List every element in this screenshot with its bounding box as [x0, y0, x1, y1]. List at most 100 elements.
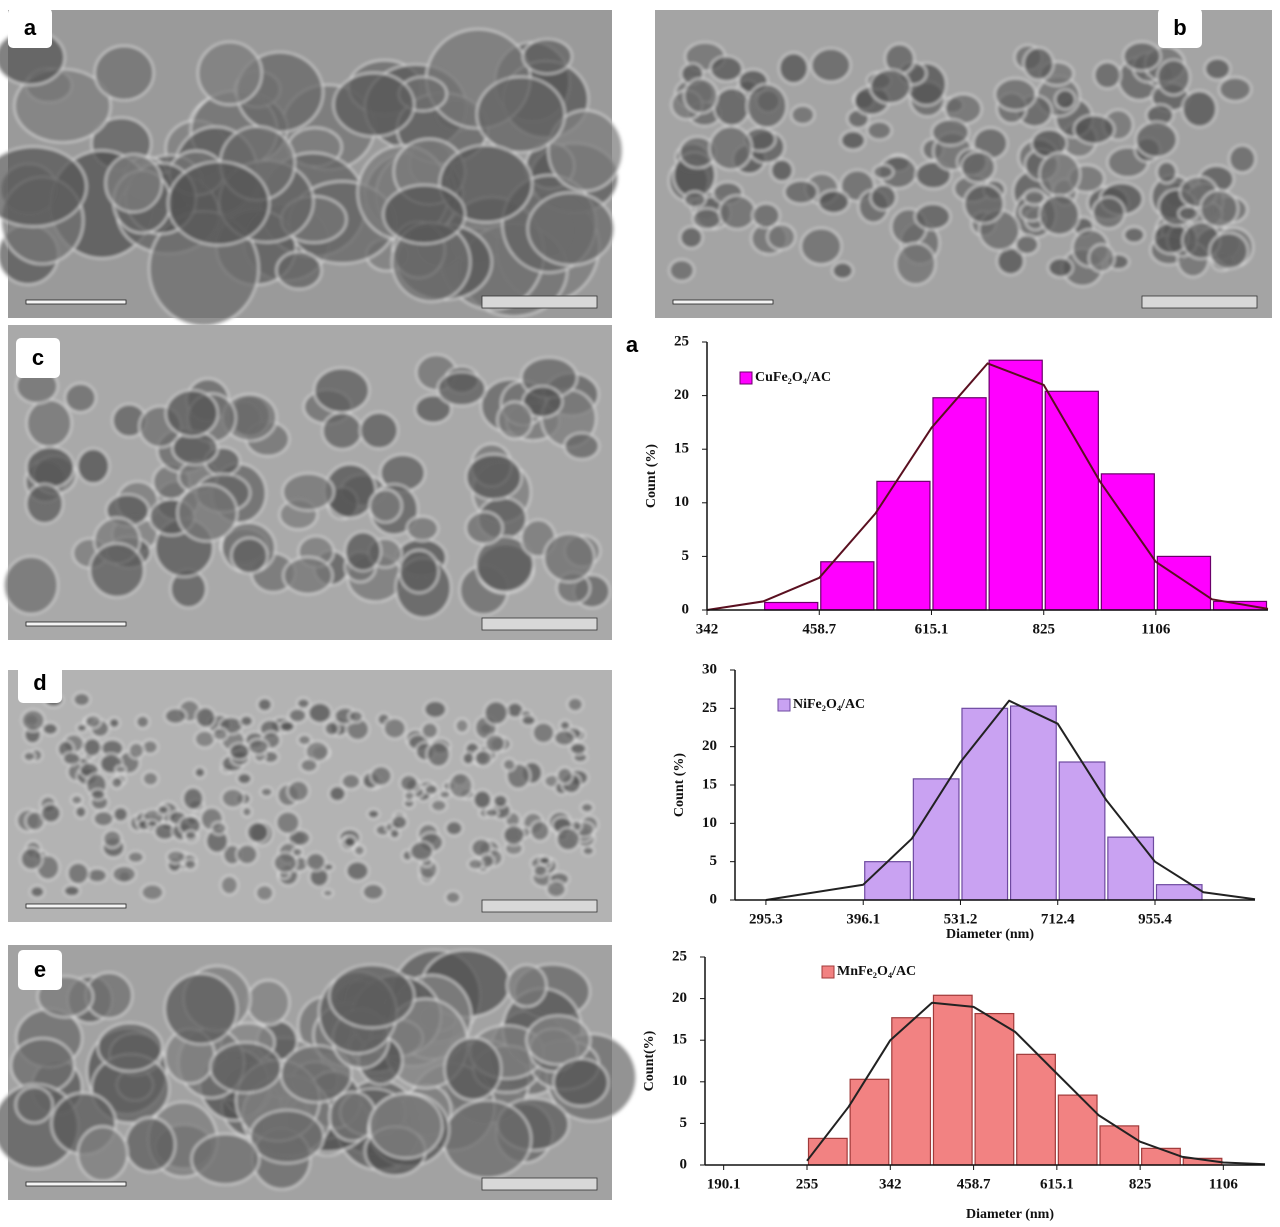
particle [1204, 57, 1232, 81]
legend-swatch [739, 371, 753, 385]
particle [492, 793, 509, 809]
x-tick-label: 190.1 [707, 1176, 741, 1192]
particle [282, 472, 335, 512]
particle [230, 537, 269, 575]
particle [426, 741, 451, 768]
particle [543, 532, 595, 583]
legend-label: NiFe₂O₄/AC [793, 697, 865, 712]
particle [291, 846, 304, 858]
scale-info [481, 617, 598, 631]
bar [988, 359, 1043, 611]
particle [444, 820, 464, 837]
bar [764, 601, 819, 611]
x-axis-title: Diameter (nm) [966, 1207, 1054, 1222]
particle [1022, 46, 1055, 81]
panel-label-box [16, 338, 60, 378]
y-tick-label: 15 [672, 1032, 687, 1048]
x-tick-label: 825 [1032, 621, 1055, 637]
particle [193, 766, 207, 779]
particle [914, 160, 952, 190]
particle [89, 542, 145, 598]
particle [770, 158, 794, 183]
particle [520, 714, 537, 727]
particle [3, 555, 59, 615]
particle [1093, 60, 1122, 90]
scale-bar [25, 621, 127, 627]
particle [228, 742, 251, 761]
x-tick-label: 615.1 [915, 621, 949, 637]
particle [127, 741, 145, 760]
particle [1023, 189, 1046, 206]
particle [183, 830, 198, 841]
particle [287, 829, 312, 847]
particle [66, 861, 90, 886]
fit-curve [706, 362, 1269, 611]
bar [1141, 1147, 1181, 1166]
particle [282, 556, 334, 595]
scale-info [481, 899, 598, 913]
y-tick-label: 5 [682, 548, 690, 564]
particle [382, 717, 407, 740]
particle [1177, 205, 1199, 222]
particle [368, 488, 403, 523]
particle [963, 183, 1005, 224]
particle [1038, 152, 1081, 197]
bar [820, 561, 875, 611]
particle [247, 738, 270, 756]
y-tick-label: 15 [702, 776, 717, 792]
particle [444, 890, 462, 905]
particle [62, 751, 82, 766]
particle [165, 849, 187, 865]
bar [1212, 600, 1268, 611]
particles [668, 41, 1257, 287]
particle [332, 72, 415, 138]
particle [522, 385, 564, 418]
particle [105, 153, 163, 213]
y-tick-label: 0 [680, 1156, 688, 1172]
particle [75, 723, 88, 733]
particle [465, 511, 504, 545]
particle [1047, 257, 1074, 278]
particle [164, 973, 238, 1045]
particle [569, 741, 588, 756]
particle [259, 786, 274, 798]
bar [1099, 1125, 1140, 1166]
particle [683, 77, 719, 114]
particle [1228, 144, 1257, 174]
particle [683, 190, 707, 209]
particle [220, 787, 245, 809]
particle [580, 801, 595, 814]
particle [522, 38, 573, 75]
particle [817, 189, 850, 215]
particle [474, 749, 493, 767]
x-tick-label: 1106 [1209, 1176, 1239, 1192]
x-tick-label: 825 [1129, 1176, 1152, 1192]
particle [558, 719, 572, 731]
bar [876, 480, 931, 611]
particle [472, 789, 493, 810]
particle [111, 865, 137, 884]
particle [156, 804, 170, 816]
y-tick-label: 10 [702, 815, 717, 831]
particle [1218, 76, 1252, 103]
particle [92, 810, 115, 828]
particle [545, 880, 567, 899]
particle [210, 821, 228, 836]
particles [0, 28, 624, 327]
bar [932, 994, 973, 1166]
particle [347, 709, 364, 723]
particle [553, 729, 576, 747]
bar [864, 861, 911, 901]
particle [1014, 234, 1040, 256]
fit-curve [806, 1001, 1266, 1166]
histogram-chart: MnFe₂O₄/AC 0 5 10 15 20 25 190.1 255 342 458.7 615.… [642, 948, 1266, 1222]
particle [496, 401, 534, 440]
tem-image: b [655, 8, 1272, 318]
y-tick-label: 30 [702, 661, 717, 677]
particle [708, 125, 753, 171]
particle [246, 821, 270, 844]
particle [1123, 226, 1146, 244]
histogram-chart: NiFe₂O₄/AC 0 5 10 15 20 25 30 295.3 396.1 531.2 712… [672, 661, 1256, 942]
particle [1181, 90, 1218, 128]
